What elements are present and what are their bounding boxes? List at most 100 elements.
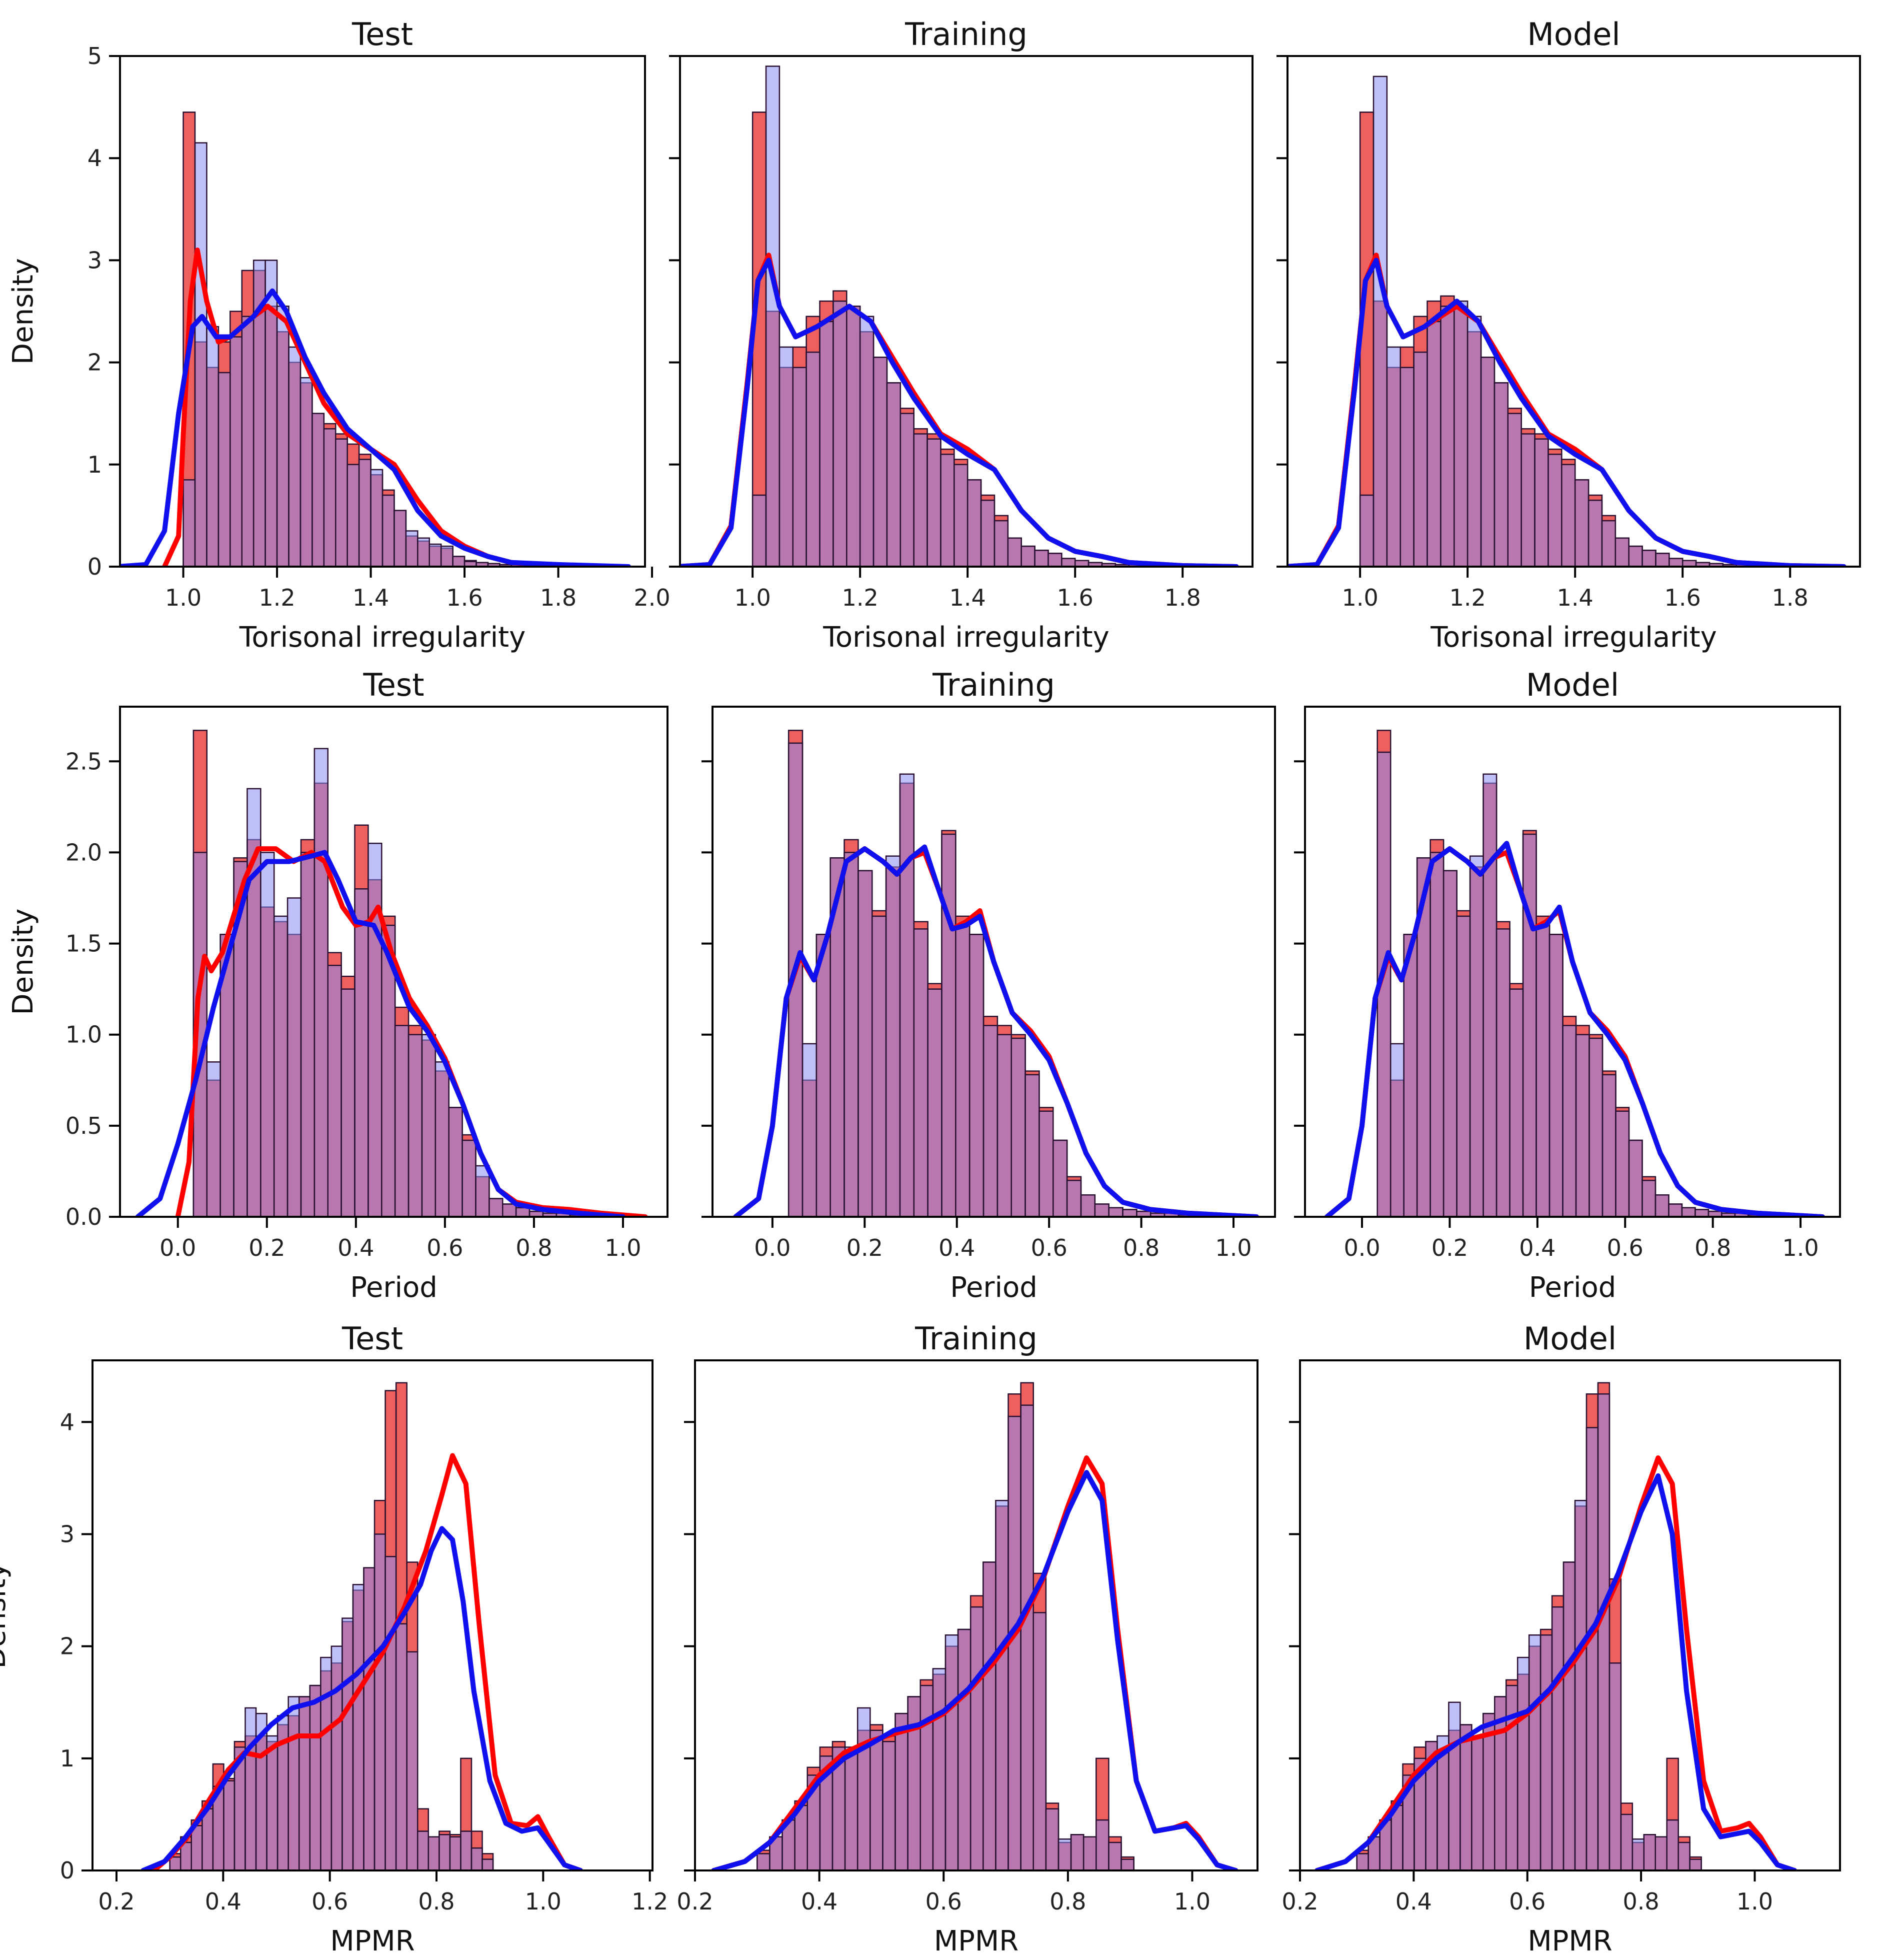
blue-histogram-bar bbox=[1359, 494, 1374, 567]
blue-histogram-bar bbox=[886, 382, 902, 567]
plot-area bbox=[711, 1382, 1238, 1870]
blue-histogram-bar bbox=[802, 1043, 818, 1217]
blue-histogram-bar bbox=[932, 1668, 946, 1870]
y-axis-label: Density bbox=[7, 909, 40, 1015]
blue-histogram-bar bbox=[218, 372, 231, 567]
blue-histogram-bar bbox=[1540, 1634, 1553, 1870]
blue-histogram-bar bbox=[475, 1165, 490, 1217]
chart-title: Test bbox=[362, 667, 424, 703]
blue-histogram-bar bbox=[982, 1561, 996, 1870]
y-axis-label: Density bbox=[7, 258, 40, 365]
y-tick-label: 0.5 bbox=[66, 1112, 102, 1139]
blue-histogram-bar bbox=[1108, 1207, 1124, 1217]
blue-histogram-bar bbox=[374, 1533, 386, 1870]
x-tick-label: 0.4 bbox=[801, 1888, 838, 1915]
blue-histogram-bar bbox=[1448, 1701, 1461, 1870]
blue-histogram-bar bbox=[806, 351, 820, 567]
blue-histogram-bar bbox=[300, 852, 316, 1217]
blue-histogram-bar bbox=[1066, 1179, 1082, 1217]
blue-histogram-bar bbox=[756, 1853, 770, 1870]
blue-histogram-bar bbox=[1494, 382, 1509, 567]
y-tick-label: 5 bbox=[88, 43, 102, 70]
x-tick-label: 1.2 bbox=[1450, 584, 1486, 611]
blue-histogram-bar bbox=[1356, 1853, 1369, 1870]
blue-histogram-bar bbox=[1614, 537, 1630, 567]
blue-histogram-bar bbox=[1108, 1841, 1122, 1870]
y-tick-label: 2.5 bbox=[66, 748, 102, 775]
blue-histogram-bar bbox=[1413, 351, 1428, 567]
blue-histogram-bar bbox=[1602, 1074, 1616, 1217]
x-axis-label: Period bbox=[1529, 1271, 1616, 1304]
x-tick-label: 1.2 bbox=[632, 1888, 668, 1915]
chart-title: Model bbox=[1527, 16, 1620, 53]
blue-histogram-bar bbox=[885, 855, 901, 1217]
blue-histogram-bar bbox=[765, 66, 780, 567]
axes-frame bbox=[119, 706, 668, 1218]
plot-area bbox=[680, 66, 1239, 567]
x-axis-label: MPMR bbox=[330, 1925, 414, 1957]
blue-kde-curve bbox=[135, 850, 626, 1217]
blue-histogram-bar bbox=[340, 988, 356, 1217]
blue-histogram-bar bbox=[288, 346, 302, 567]
blue-histogram-bar bbox=[1548, 934, 1564, 1217]
blue-kde-curve bbox=[120, 288, 632, 567]
blue-histogram-bar bbox=[1507, 413, 1522, 567]
blue-histogram-bar bbox=[1048, 553, 1062, 567]
blue-histogram-bar bbox=[1442, 870, 1458, 1217]
blue-histogram-bar bbox=[1020, 545, 1036, 567]
x-tick-label: 0.0 bbox=[754, 1234, 790, 1261]
y-tick-label: 1 bbox=[60, 1745, 74, 1772]
x-axis-label: Torisonal irregularity bbox=[1430, 621, 1717, 654]
blue-histogram-bar bbox=[1082, 1836, 1097, 1870]
axes-frame bbox=[1304, 706, 1841, 1218]
y-tick-label: 0 bbox=[88, 553, 102, 580]
blue-histogram-bar bbox=[1520, 433, 1536, 567]
y-tick-label: 2 bbox=[88, 349, 102, 376]
blue-histogram-bar bbox=[941, 833, 956, 1217]
x-tick-label: 0.2 bbox=[1282, 1888, 1318, 1915]
blue-histogram-bar bbox=[1460, 1724, 1472, 1870]
blue-histogram-bar bbox=[440, 545, 454, 567]
blue-histogram-bar bbox=[320, 1656, 332, 1870]
blue-histogram-bar bbox=[312, 413, 325, 567]
y-tick-label: 0.0 bbox=[66, 1203, 102, 1230]
blue-histogram-bar bbox=[794, 1804, 808, 1870]
blue-histogram-bar bbox=[940, 454, 955, 567]
blue-histogram-bar bbox=[996, 1034, 1012, 1217]
x-tick-label: 1.4 bbox=[352, 584, 389, 611]
blue-histogram-bar bbox=[788, 742, 804, 1217]
blue-histogram-bar bbox=[1586, 1427, 1599, 1870]
axes-frame bbox=[1299, 1359, 1841, 1871]
x-tick-label: 1.2 bbox=[258, 584, 295, 611]
blue-histogram-bar bbox=[438, 1834, 451, 1870]
x-tick-label: 0.8 bbox=[1050, 1888, 1086, 1915]
blue-histogram-bar bbox=[230, 336, 242, 567]
blue-histogram-bar bbox=[926, 438, 942, 567]
blue-histogram-bar bbox=[792, 367, 807, 567]
blue-histogram-bar bbox=[778, 346, 794, 567]
blue-histogram-bar bbox=[206, 1061, 221, 1217]
blue-histogram-bar bbox=[260, 852, 275, 1217]
blue-histogram-bar bbox=[1654, 1836, 1668, 1870]
x-tick-label: 0.8 bbox=[516, 1234, 552, 1261]
blue-histogram-bar bbox=[298, 1696, 311, 1870]
blue-histogram-bar bbox=[1694, 1209, 1710, 1217]
blue-histogram-bar bbox=[405, 530, 418, 567]
blue-histogram-bar bbox=[452, 556, 466, 567]
chart-panel-5: 0.0 0.2 0.4 0.6 0.8 1.0 Training Period bbox=[702, 667, 1276, 1304]
blue-histogram-bar bbox=[858, 870, 873, 1217]
y-tick-label: 3 bbox=[88, 247, 102, 274]
blue-histogram-bar bbox=[354, 888, 369, 1217]
blue-histogram-bar bbox=[394, 1025, 410, 1217]
blue-histogram-bar bbox=[273, 915, 288, 1217]
x-tick-label: 0.6 bbox=[1509, 1888, 1546, 1915]
blue-histogram-bar bbox=[1536, 924, 1550, 1217]
blue-histogram-bar bbox=[1386, 346, 1402, 567]
blue-histogram-bar bbox=[515, 1207, 530, 1217]
x-tick-label: 1.0 bbox=[1342, 584, 1378, 611]
blue-histogram-bar bbox=[1034, 550, 1049, 567]
plot-area bbox=[1314, 1382, 1798, 1870]
chart-title: Training bbox=[914, 1320, 1038, 1357]
blue-histogram-bar bbox=[1058, 1838, 1072, 1870]
y-tick-label: 2.0 bbox=[66, 839, 102, 866]
